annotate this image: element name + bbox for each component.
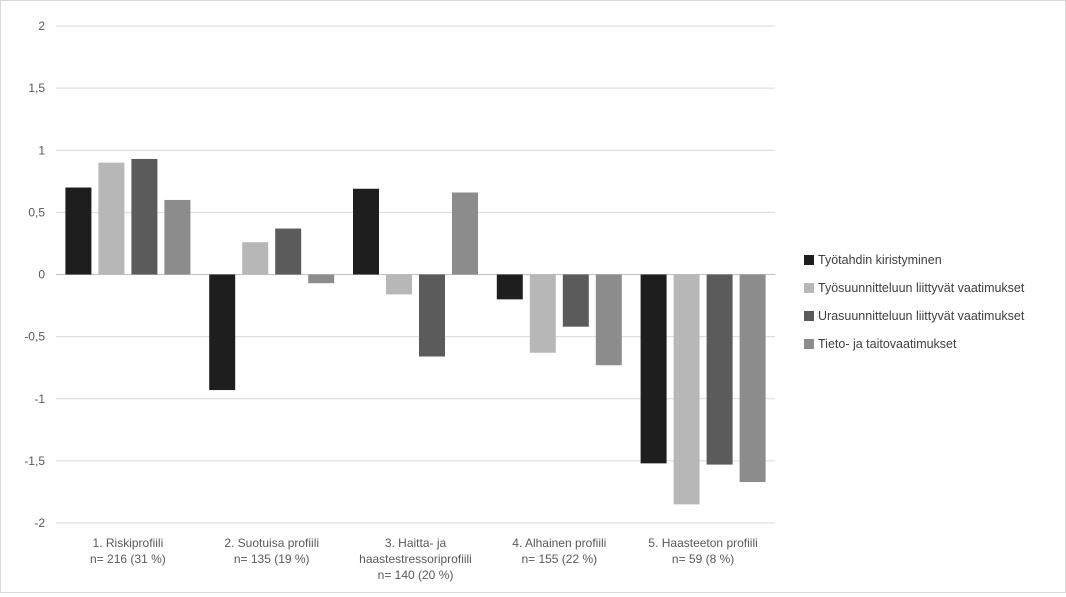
bar-5-series-4	[739, 274, 766, 482]
category-label-line: n= 216 (31 %)	[90, 552, 166, 566]
bar-1-series-2	[98, 162, 125, 275]
category-label-line: n= 155 (22 %)	[521, 552, 597, 566]
category-label-2: 2. Suotuisa profiili n= 135 (19 %)	[224, 536, 319, 566]
bar-2-series-2	[242, 242, 269, 275]
bar-2-series-1	[209, 274, 236, 391]
legend-label-1: Työtahdin kiristyminen	[818, 253, 942, 267]
bar-4-series-4	[595, 274, 622, 366]
category-label-line: n= 59 (8 %)	[672, 552, 734, 566]
y-tick-label: 1,5	[28, 81, 45, 95]
y-tick-label: 2	[38, 19, 45, 33]
gridlines	[56, 25, 775, 524]
bar-3-series-4	[452, 192, 478, 275]
y-axis-labels: 2 1,5 1 0,5 0 -0,5 -1 -1,5 -2	[24, 19, 45, 530]
category-label-line: 1. Riskiprofiili	[93, 536, 164, 550]
category-label-line: n= 135 (19 %)	[234, 552, 310, 566]
category-label-4: 4. Alhainen profiili n= 155 (22 %)	[512, 536, 606, 566]
category-label-line: 2. Suotuisa profiili	[224, 536, 319, 550]
category-label-3: 3. Haitta- ja haastestressoriprofiili n= 1…	[359, 536, 472, 582]
category-label-line: 4. Alhainen profiili	[512, 536, 606, 550]
legend-swatch-3	[804, 311, 814, 321]
category-label-5: 5. Haasteeton profiili n= 59 (8 %)	[648, 536, 757, 566]
bar-4-series-1	[496, 274, 523, 300]
bar-3-series-3	[419, 274, 445, 357]
bar-1-series-3	[131, 158, 158, 275]
y-tick-label: 1	[38, 143, 45, 157]
bar-3-series-1	[353, 188, 379, 275]
legend-swatch-4	[804, 339, 814, 349]
category-label-line: n= 140 (20 %)	[378, 568, 454, 582]
bar-2-series-3	[275, 228, 302, 275]
category-label-line: 5. Haasteeton profiili	[648, 536, 757, 550]
category-label-line: haastestressoriprofiili	[359, 552, 472, 566]
y-tick-label: -0,5	[24, 330, 45, 344]
bar-5-series-2	[673, 274, 700, 505]
bar-5-series-3	[706, 274, 733, 465]
y-tick-label: -2	[34, 516, 45, 530]
y-tick-label: 0,5	[28, 205, 45, 219]
legend-label-3: Urasuunnitteluun liittyvät vaatimukset	[818, 309, 1025, 323]
bar-4-series-2	[529, 274, 556, 353]
bar-1-series-4	[164, 199, 191, 275]
legend-swatch-1	[804, 255, 814, 265]
bar-5-series-1	[640, 274, 667, 464]
bar-3-series-2	[386, 274, 412, 295]
bar-2-series-4	[308, 274, 335, 284]
category-labels: 1. Riskiprofiili n= 216 (31 %) 2. Suotuisa…	[90, 536, 758, 582]
category-label-line: 3. Haitta- ja	[385, 536, 447, 550]
bar-4-series-3	[562, 274, 589, 327]
y-tick-label: -1,5	[24, 454, 45, 468]
y-tick-label: -1	[34, 392, 45, 406]
y-tick-label: 0	[38, 268, 45, 282]
bar-1-series-1	[65, 187, 92, 275]
legend-label-2: Työsuunnitteluun liittyvät vaatimukset	[818, 281, 1025, 295]
legend: Työtahdin kiristyminen Työsuunnitteluun l…	[804, 253, 1025, 351]
category-label-1: 1. Riskiprofiili n= 216 (31 %)	[90, 536, 166, 566]
legend-label-4: Tieto- ja taitovaatimukset	[818, 337, 957, 351]
legend-swatch-2	[804, 283, 814, 293]
bars	[65, 158, 766, 505]
